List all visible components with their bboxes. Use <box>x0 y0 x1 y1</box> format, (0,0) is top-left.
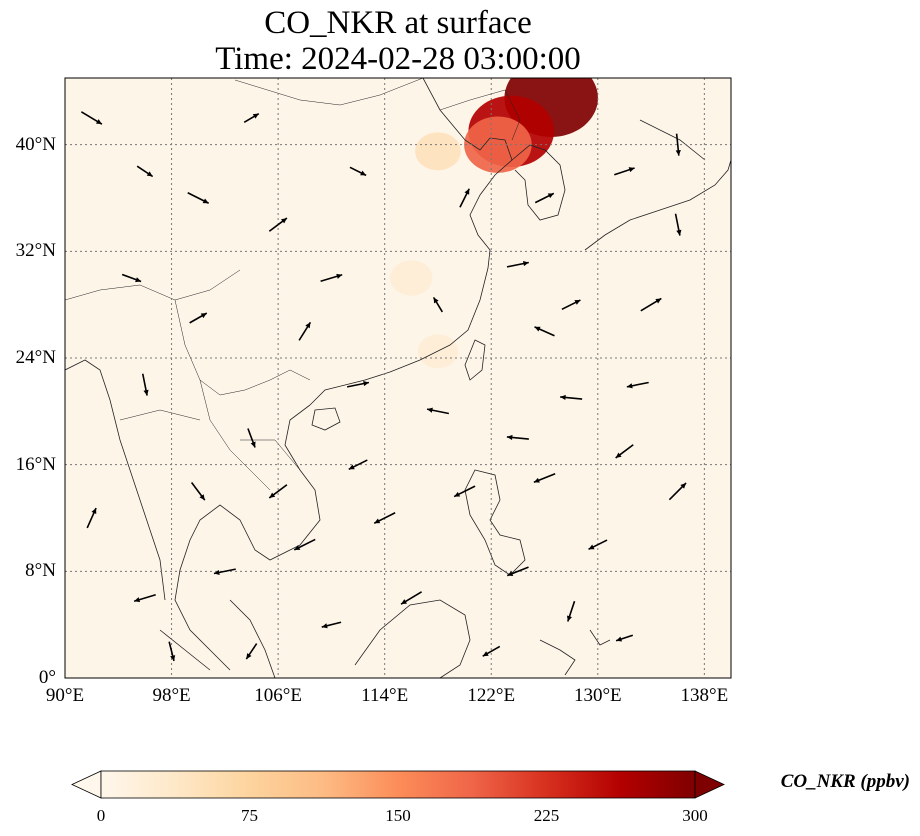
malay-coastline <box>159 599 276 678</box>
y-tick-label-0: 0° <box>38 667 56 688</box>
wind-vectors <box>80 111 687 662</box>
map-frame <box>64 77 732 679</box>
wind-arrow-15 <box>533 473 556 483</box>
x-tick-label-1: 98°E <box>152 685 191 706</box>
wind-arrow-12 <box>506 434 529 441</box>
x-tick-label-0: 90°E <box>45 685 85 706</box>
co-plume-4 <box>390 260 433 296</box>
taiwan-coastline <box>464 339 486 381</box>
wind-arrow-33 <box>534 192 555 204</box>
wind-arrow-47 <box>567 600 576 622</box>
co-plume-2 <box>464 116 532 173</box>
wind-arrow-24 <box>588 539 608 551</box>
wind-arrow-17 <box>453 485 476 498</box>
japan-coastline <box>584 119 731 251</box>
wind-arrow-45 <box>482 645 501 657</box>
china-coastline <box>309 78 513 406</box>
wind-arrow-10 <box>346 380 370 388</box>
wind-arrow-42 <box>86 507 97 529</box>
y-tick-label-2: 16°N <box>15 453 56 475</box>
wind-arrow-35 <box>243 112 260 124</box>
wind-arrow-13 <box>560 394 583 401</box>
x-tick-label-4: 122°E <box>467 685 516 706</box>
wind-arrow-21 <box>133 593 156 603</box>
wind-arrow-2 <box>187 192 210 204</box>
wind-arrow-46 <box>615 634 634 642</box>
y-tick-label-3: 24°N <box>15 347 56 368</box>
wind-arrow-19 <box>293 538 316 551</box>
wind-arrow-5 <box>121 273 142 283</box>
borneo-coastline <box>354 599 471 678</box>
wind-arrow-1 <box>136 165 154 178</box>
colorbar-gradient <box>100 770 696 799</box>
wind-arrow-44 <box>245 643 258 660</box>
wind-arrow-41 <box>348 459 368 471</box>
wind-arrow-25 <box>321 621 342 629</box>
country-borders <box>65 78 521 491</box>
x-tick-label-3: 114°E <box>361 685 409 706</box>
wind-arrow-40 <box>268 484 288 499</box>
gridlines <box>65 78 731 678</box>
colorbar-tick-1: 75 <box>241 806 258 825</box>
x-tick-label-6: 138°E <box>680 685 729 706</box>
colorbar-min-extend <box>71 770 102 799</box>
colorbar-tick-4: 300 <box>682 806 708 825</box>
colorbar-tick-0: 0 <box>96 806 106 825</box>
wind-arrow-6 <box>189 312 208 324</box>
wind-arrow-3 <box>268 217 288 232</box>
co-plume-3 <box>415 132 461 171</box>
wind-arrow-16 <box>615 444 634 459</box>
chart-title: CO_NKR at surface <box>264 5 532 41</box>
wind-arrow-36 <box>668 482 687 501</box>
wind-arrow-9 <box>247 428 256 448</box>
philippines-coastline <box>464 469 526 576</box>
wind-arrow-18 <box>373 512 396 524</box>
wind-arrow-20 <box>213 568 236 576</box>
wind-arrow-34 <box>349 166 367 177</box>
wind-arrow-29 <box>640 297 662 312</box>
indochina-coastline <box>174 404 321 671</box>
colorbar-tick-2: 150 <box>385 806 411 825</box>
wind-arrow-31 <box>614 167 635 176</box>
y-tick-label-1: 8°N <box>25 560 56 582</box>
wind-arrow-0 <box>80 111 103 125</box>
sulawesi-coastline <box>539 629 611 676</box>
wind-arrow-38 <box>432 296 444 313</box>
wind-arrow-43 <box>168 641 176 662</box>
hainan-coastline <box>311 407 341 431</box>
x-tick-label-2: 106°E <box>254 685 302 706</box>
wind-arrow-23 <box>506 566 529 577</box>
wind-arrow-14 <box>626 381 649 389</box>
wind-arrow-26 <box>534 326 555 337</box>
wind-arrow-11 <box>426 407 450 415</box>
x-tick-label-5: 130°E <box>573 685 622 706</box>
wind-arrow-28 <box>561 299 581 311</box>
wind-arrow-30 <box>674 213 682 236</box>
colorbar-tick-3: 225 <box>533 806 560 825</box>
myanmar-coastline <box>65 359 166 601</box>
wind-arrow-8 <box>141 373 149 396</box>
wind-arrow-22 <box>400 591 423 605</box>
coastlines <box>65 78 731 678</box>
map-plot <box>64 77 732 679</box>
wind-arrow-4 <box>320 273 343 283</box>
korea-coastline <box>511 144 566 221</box>
colorbar-label: CO_NKR (ppbv) <box>780 771 910 792</box>
wind-arrow-27 <box>506 260 529 268</box>
wind-arrow-32 <box>459 188 470 208</box>
wind-arrow-37 <box>675 133 681 156</box>
wind-arrow-7 <box>298 321 312 341</box>
colorbar-max-extend <box>694 770 725 799</box>
y-tick-label-5: 40°N <box>15 133 56 155</box>
y-tick-label-4: 32°N <box>15 240 56 262</box>
chart-subtitle: Time: 2024-02-28 03:00:00 <box>215 41 581 77</box>
wind-arrow-39 <box>190 482 206 501</box>
map-field-background <box>65 78 731 678</box>
